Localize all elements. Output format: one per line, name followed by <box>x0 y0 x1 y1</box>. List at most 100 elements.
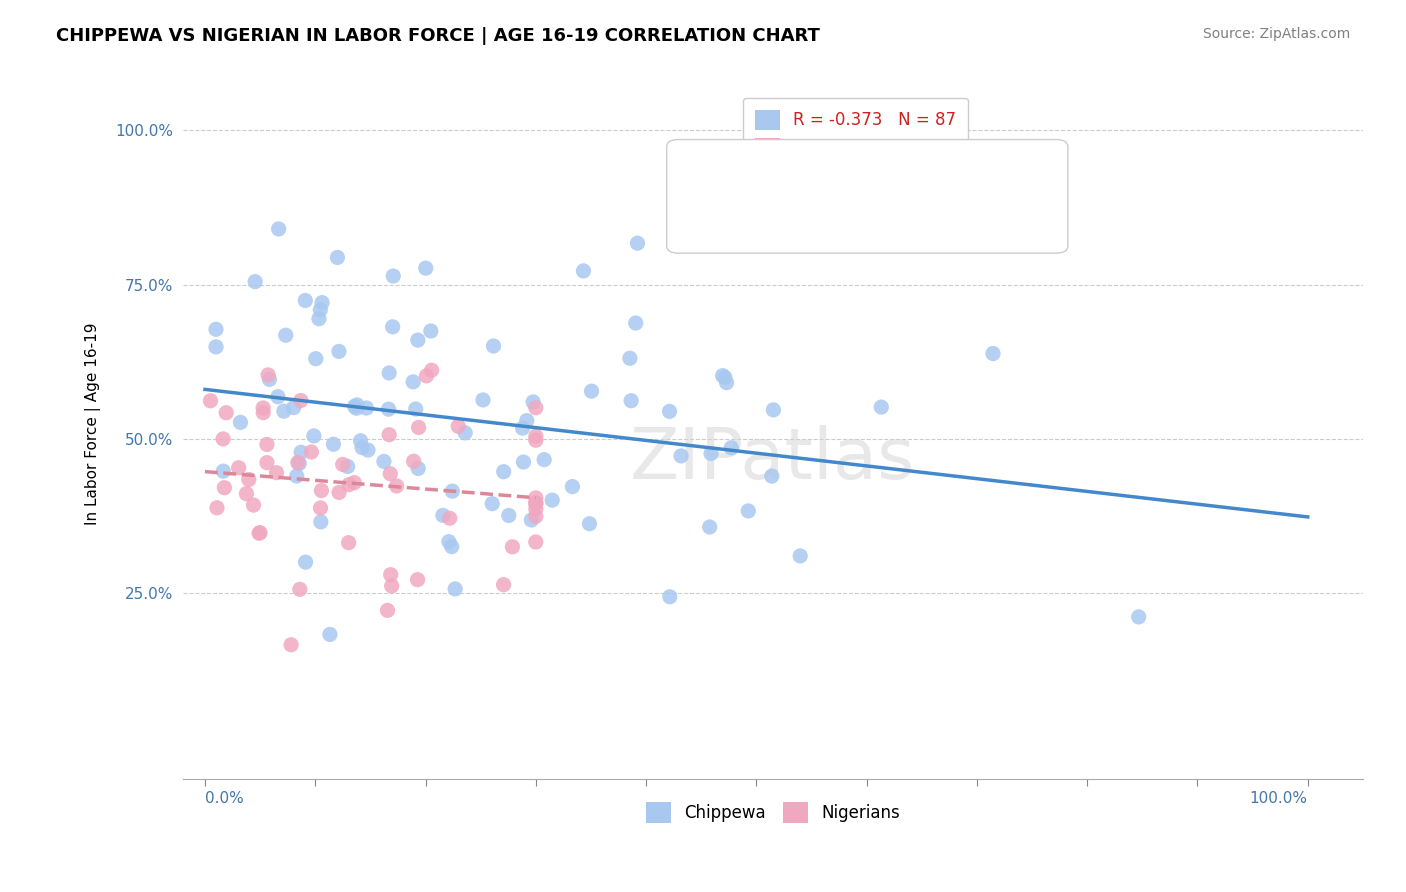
Text: ZIPatlas: ZIPatlas <box>630 425 915 493</box>
Point <box>441 484 464 499</box>
Point <box>437 534 460 549</box>
Point <box>669 449 692 463</box>
Point <box>524 434 547 448</box>
Point <box>249 525 271 540</box>
Point <box>512 455 534 469</box>
Point <box>524 429 547 443</box>
Point <box>346 401 368 416</box>
Point <box>322 437 344 451</box>
Point <box>471 392 494 407</box>
Point <box>524 501 547 516</box>
Point <box>229 415 252 429</box>
Point <box>402 375 425 389</box>
Point <box>243 275 266 289</box>
Point <box>252 406 274 420</box>
Point <box>274 328 297 343</box>
Point <box>789 549 811 563</box>
Point <box>267 390 290 404</box>
Point <box>578 516 600 531</box>
Text: Source: ZipAtlas.com: Source: ZipAtlas.com <box>1202 27 1350 41</box>
Point <box>337 477 360 491</box>
Point <box>332 458 354 472</box>
Point <box>215 406 238 420</box>
Point <box>356 401 378 415</box>
Point <box>762 403 785 417</box>
Point <box>382 268 405 283</box>
Point <box>406 461 429 475</box>
Point <box>408 420 430 434</box>
Point <box>294 293 316 308</box>
Point <box>280 638 302 652</box>
Point <box>512 421 534 435</box>
Point <box>328 485 350 500</box>
Point <box>419 324 441 338</box>
Point <box>205 500 228 515</box>
Point <box>200 393 222 408</box>
Point <box>581 384 603 399</box>
Point <box>524 509 547 524</box>
Point <box>337 535 360 549</box>
Point <box>492 465 515 479</box>
Point <box>305 351 328 366</box>
Point <box>454 425 477 440</box>
Point <box>482 339 505 353</box>
Point <box>761 469 783 483</box>
Point <box>406 333 429 347</box>
Point <box>444 582 467 596</box>
Point <box>381 579 404 593</box>
Point <box>343 399 366 413</box>
Point <box>247 526 270 541</box>
Point <box>336 459 359 474</box>
Text: CHIPPEWA VS NIGERIAN IN LABOR FORCE | AGE 16-19 CORRELATION CHART: CHIPPEWA VS NIGERIAN IN LABOR FORCE | AG… <box>56 27 820 45</box>
Point <box>309 515 332 529</box>
Point <box>288 457 311 471</box>
Point <box>720 441 742 455</box>
Point <box>377 603 399 617</box>
Point <box>524 491 547 505</box>
Point <box>288 582 311 597</box>
Point <box>440 540 463 554</box>
Point <box>533 452 555 467</box>
Point <box>620 393 643 408</box>
Point <box>406 573 429 587</box>
Point <box>205 322 228 336</box>
Point <box>626 236 648 251</box>
Y-axis label: In Labor Force | Age 16-19: In Labor Force | Age 16-19 <box>86 322 101 524</box>
Point <box>381 319 404 334</box>
Point <box>498 508 520 523</box>
Point <box>481 497 503 511</box>
Point <box>716 376 738 390</box>
Point <box>516 414 538 428</box>
Point <box>420 363 443 377</box>
Point <box>349 434 371 448</box>
Point <box>700 446 723 460</box>
Point <box>256 437 278 451</box>
Point <box>309 302 332 317</box>
Point <box>357 443 380 458</box>
Point <box>212 432 235 446</box>
Point <box>257 368 280 382</box>
Point <box>572 264 595 278</box>
Point <box>378 366 401 380</box>
Point <box>290 445 312 459</box>
FancyBboxPatch shape <box>666 139 1069 253</box>
Point <box>658 590 681 604</box>
Point <box>377 402 399 417</box>
Point <box>328 344 350 359</box>
Point <box>524 535 547 549</box>
Point <box>501 540 523 554</box>
Point <box>619 351 641 366</box>
Point <box>524 496 547 510</box>
Point <box>285 469 308 483</box>
Point <box>870 400 893 414</box>
Point <box>214 481 236 495</box>
Point <box>405 402 427 417</box>
Point <box>346 398 368 412</box>
Point <box>343 475 366 490</box>
Point <box>711 368 734 383</box>
Point <box>228 460 250 475</box>
Point <box>714 370 737 384</box>
Text: 0.0%: 0.0% <box>205 791 243 806</box>
Point <box>415 261 437 276</box>
Point <box>541 493 564 508</box>
